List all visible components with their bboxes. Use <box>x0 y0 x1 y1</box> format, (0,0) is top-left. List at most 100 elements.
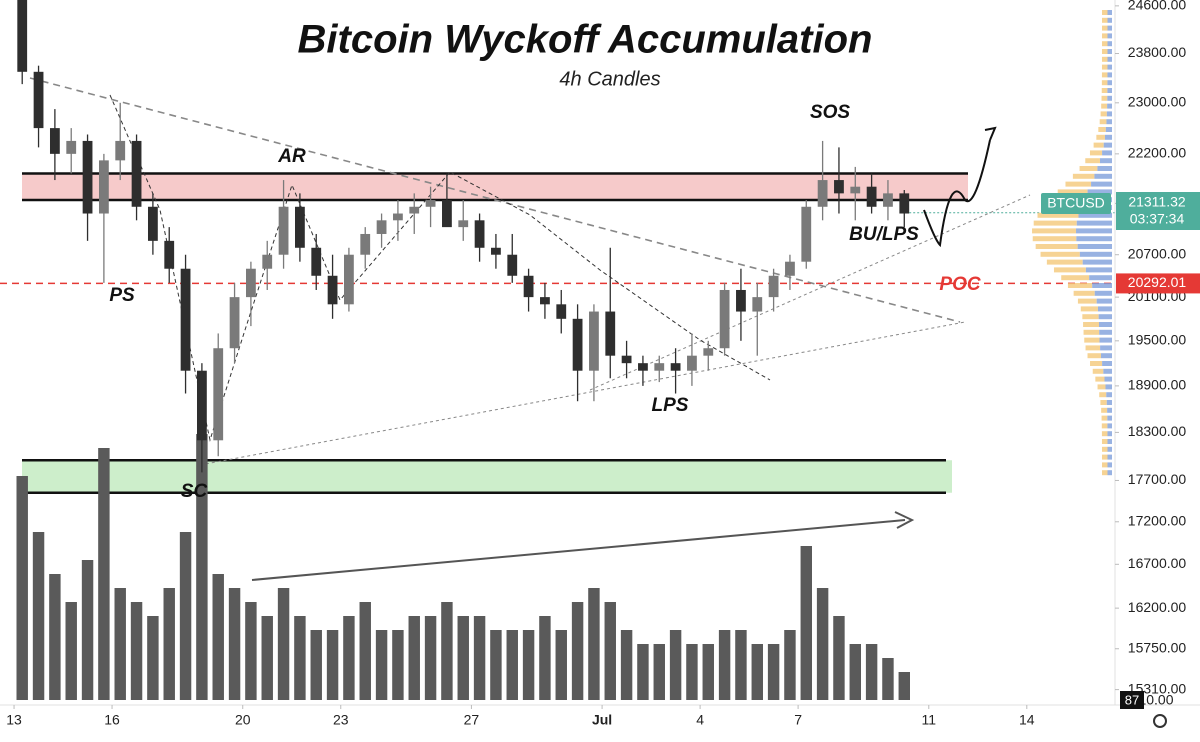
profile-bar <box>1101 103 1108 109</box>
profile-bar <box>1102 361 1112 366</box>
settings-icon[interactable] <box>1153 714 1167 728</box>
volume-bar <box>212 574 224 700</box>
candle-body <box>768 275 779 298</box>
volume-bar <box>735 630 747 700</box>
profile-bar <box>1040 251 1080 257</box>
candle-body <box>719 289 730 349</box>
volume-bar <box>784 630 796 700</box>
profile-bar <box>1099 329 1112 335</box>
volume-bar <box>669 630 682 700</box>
profile-bar <box>1101 72 1108 78</box>
projection-arrow <box>923 139 991 248</box>
profile-bar <box>1065 181 1092 187</box>
profile-bar <box>1100 400 1107 405</box>
volume-bar <box>147 616 159 700</box>
x-tick-label: Jul <box>592 712 612 728</box>
profile-bar <box>1080 306 1098 312</box>
volume-bars <box>16 434 911 700</box>
candle-body <box>785 261 795 276</box>
volume-bar <box>179 532 192 700</box>
gear[interactable] <box>1153 714 1167 728</box>
y-tick-label: 23800.00 <box>1128 44 1187 60</box>
profile-bar <box>1089 275 1112 281</box>
candle-body <box>474 220 485 248</box>
volume-axis-label: 10.00 <box>1138 692 1173 708</box>
profile-bar <box>1107 462 1112 468</box>
profile-bar <box>1094 290 1112 296</box>
profile-bar <box>1101 64 1108 70</box>
profile-bar <box>1104 376 1112 382</box>
candle-body <box>49 128 60 154</box>
volume-badge: 87 <box>1125 692 1139 707</box>
y-tick-label: 16200.00 <box>1128 599 1187 615</box>
profile-bar <box>1098 127 1106 132</box>
x-tick-label: 11 <box>922 712 937 728</box>
profile-bar <box>1107 407 1112 413</box>
annotation: LPS <box>652 395 689 416</box>
y-tick-label: 18900.00 <box>1128 377 1187 393</box>
profile-bar <box>1101 10 1108 15</box>
volume-bar <box>604 602 616 700</box>
volume-bar <box>473 616 486 700</box>
profile-bar <box>1053 267 1086 273</box>
y-tick-label: 17700.00 <box>1128 471 1187 487</box>
symbol-tag: BTCUSD <box>1047 195 1105 211</box>
candle-body <box>115 140 126 161</box>
y-tick-label: 24600.00 <box>1128 0 1187 13</box>
candle-body <box>540 297 550 305</box>
volume-bar <box>408 616 420 700</box>
candle-body <box>147 206 158 241</box>
candle-body <box>703 348 714 356</box>
volume-bar <box>833 616 845 700</box>
profile-bar <box>1082 314 1099 320</box>
volume-bar <box>359 602 371 700</box>
candles <box>17 0 910 473</box>
trend-line <box>29 77 961 323</box>
volume-profile <box>1032 10 1112 476</box>
volume-bar <box>457 616 469 700</box>
candle-body <box>556 304 567 319</box>
profile-bar <box>1106 400 1112 405</box>
profile-bar <box>1105 384 1112 390</box>
profile-bar <box>1100 353 1112 359</box>
profile-bar <box>1107 64 1112 70</box>
candle-body <box>801 206 812 262</box>
candle-body <box>344 254 354 305</box>
profile-bar <box>1107 431 1112 437</box>
profile-bar <box>1107 25 1112 31</box>
profile-bar <box>1097 166 1112 171</box>
volume-bar <box>277 588 290 700</box>
candle-body <box>736 289 746 312</box>
profile-bar <box>1101 446 1108 452</box>
candle-body <box>589 311 599 371</box>
y-tick-label: 22200.00 <box>1128 145 1187 161</box>
candle-body <box>245 268 256 298</box>
volume-bar <box>343 616 355 700</box>
profile-bar <box>1101 454 1108 460</box>
profile-bar <box>1106 392 1112 398</box>
candle-body <box>409 206 420 214</box>
profile-bar <box>1101 95 1108 101</box>
last-price-tag-bg <box>1116 192 1200 230</box>
volume-bar <box>130 602 143 700</box>
profile-bar <box>1099 337 1112 343</box>
profile-bar <box>1103 142 1112 148</box>
candle-body <box>834 180 844 194</box>
profile-bar <box>1091 181 1112 187</box>
candle-body <box>295 206 305 248</box>
trend-line <box>589 194 1031 391</box>
profile-bar <box>1101 33 1108 39</box>
profile-bar <box>1092 283 1112 288</box>
profile-bar <box>1107 454 1112 460</box>
x-tick-label: 4 <box>696 712 704 728</box>
chart-title: Bitcoin Wyckoff Accumulation <box>298 18 873 62</box>
profile-bar <box>1107 439 1112 444</box>
profile-bar <box>1087 353 1101 359</box>
candle-body <box>164 240 175 269</box>
volume-bar <box>620 630 633 700</box>
profile-bar <box>1101 431 1108 437</box>
volume-bar <box>653 644 665 700</box>
volume-bar <box>16 476 28 700</box>
profile-bar <box>1092 368 1104 374</box>
profile-bar <box>1079 251 1112 257</box>
